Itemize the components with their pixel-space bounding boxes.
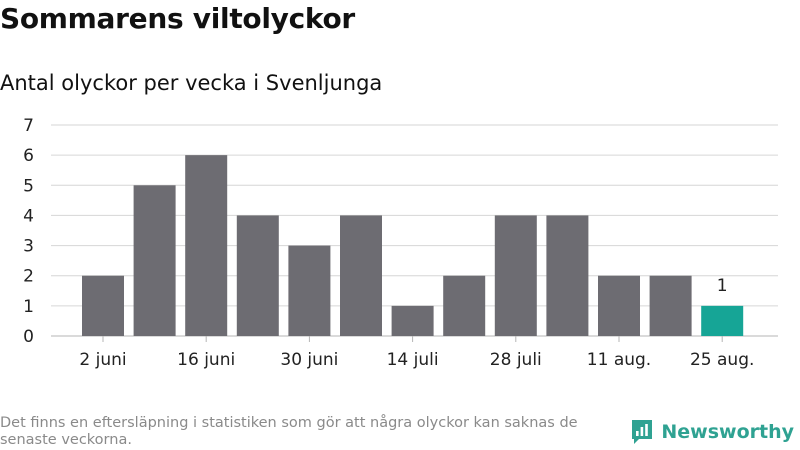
bar	[340, 215, 382, 336]
x-tick-label: 11 aug.	[587, 350, 651, 370]
x-tick-label: 16 juni	[177, 350, 235, 370]
y-tick-label: 6	[23, 146, 34, 166]
bar-chart: 0 1 2 3 4 5 6 7 2 juni 16 juni 30 juni 14 juli 28 j…	[23, 116, 778, 370]
y-tick-label: 0	[23, 327, 34, 347]
y-tick-label: 5	[23, 176, 34, 196]
chart-subtitle: Antal olyckor per vecka i Svenljunga	[0, 71, 383, 95]
x-tick-label: 2 juni	[79, 350, 126, 370]
bars	[82, 155, 744, 336]
bar	[185, 155, 228, 336]
bar	[494, 215, 537, 336]
bar	[649, 275, 692, 336]
x-tick-label: 28 juli	[490, 350, 542, 370]
x-tick-label: 25 aug.	[690, 350, 754, 370]
y-tick-label: 3	[23, 237, 34, 257]
y-tick-label: 2	[23, 267, 34, 287]
bar	[443, 275, 486, 336]
bar	[236, 215, 279, 336]
bar	[391, 305, 434, 336]
bar	[133, 185, 176, 336]
data-labels: 1	[717, 276, 728, 296]
y-axis-ticks: 0 1 2 3 4 5 6 7	[23, 116, 34, 347]
y-tick-label: 7	[23, 116, 34, 136]
footnote: Det finns en eftersläpning i statistiken…	[0, 415, 578, 448]
x-tick-label: 30 juni	[280, 350, 338, 370]
bar	[288, 245, 331, 336]
newsworthy-logo-icon	[632, 420, 653, 444]
bar	[598, 275, 640, 336]
y-tick-label: 4	[23, 206, 34, 226]
brand-name: Newsworthy	[661, 421, 794, 443]
brand-logo: Newsworthy	[630, 419, 794, 445]
x-tick-label: 14 juli	[387, 350, 439, 370]
y-tick-label: 1	[23, 297, 34, 317]
bar	[701, 305, 744, 336]
data-label: 1	[717, 276, 728, 296]
bar	[82, 275, 124, 336]
bar	[546, 215, 589, 336]
x-axis-ticks: 2 juni 16 juni 30 juni 14 juli 28 juli 11 aug…	[79, 336, 754, 370]
chart-title: Sommarens viltolyckor	[0, 2, 355, 35]
